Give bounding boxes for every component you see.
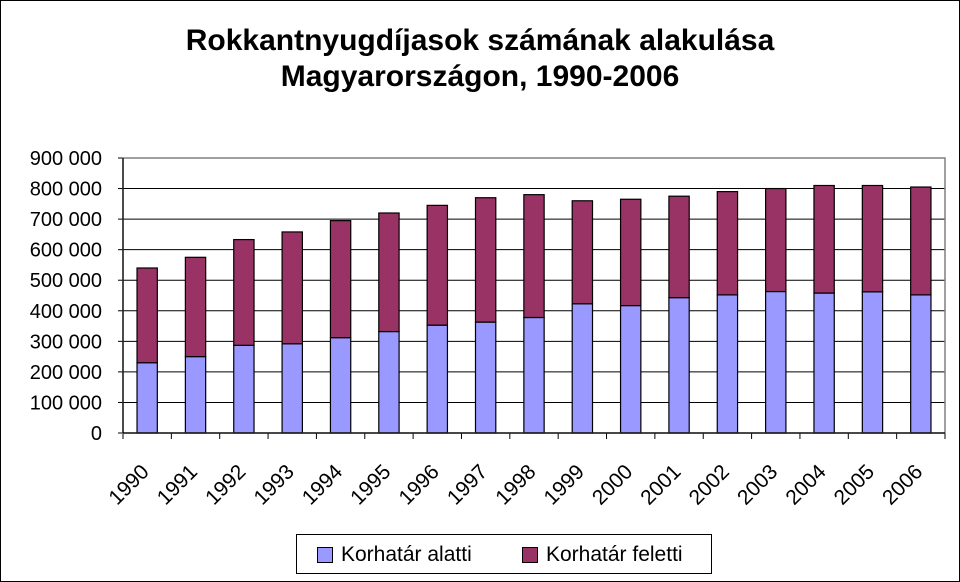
bar-below-age-1995 <box>378 330 400 434</box>
bar-above-age-1995 <box>378 212 400 333</box>
bar-above-age-1998 <box>523 194 545 319</box>
y-tick-label: 900 000 <box>30 148 102 170</box>
x-tick-label: 2004 <box>781 460 831 510</box>
bar-above-age-1999 <box>571 200 594 305</box>
x-tick-label: 2000 <box>588 460 637 509</box>
legend-label-below-age: Korhatár alatti <box>341 543 472 566</box>
legend-item-above-age: Korhatár feletti <box>522 543 683 566</box>
bar-above-age-1990 <box>136 267 158 364</box>
bar-below-age-1991 <box>184 356 207 434</box>
bar-above-age-2004 <box>813 184 835 294</box>
bar-below-age-1996 <box>426 324 449 434</box>
x-tick-label: 2001 <box>636 460 685 509</box>
bar-below-age-2000 <box>619 304 642 434</box>
x-tick-label: 1994 <box>298 460 348 510</box>
x-tick-label: 1995 <box>346 460 395 509</box>
bar-above-age-1991 <box>184 256 207 358</box>
x-tick-label: 2006 <box>878 460 927 509</box>
bar-below-age-2004 <box>813 292 835 434</box>
x-tick-label: 1997 <box>443 460 492 509</box>
bar-above-age-2002 <box>716 191 739 296</box>
bar-below-age-1999 <box>571 303 594 434</box>
bar-below-age-2001 <box>668 297 690 434</box>
y-tick-label: 300 000 <box>30 331 102 353</box>
x-tick-label: 1990 <box>104 460 153 509</box>
x-tick-label: 2005 <box>830 460 879 509</box>
bar-below-age-2003 <box>765 290 787 434</box>
bar-below-age-1994 <box>329 337 352 434</box>
bar-below-age-1998 <box>523 316 545 434</box>
y-tick-label: 0 <box>91 423 102 445</box>
y-tick-label: 500 000 <box>30 270 102 292</box>
chart-title-line-2: Magyarországon, 1990-2006 <box>280 60 680 93</box>
bar-below-age-2005 <box>861 291 884 434</box>
legend-label-above-age: Korhatár feletti <box>546 543 683 566</box>
y-tick-label: 600 000 <box>30 240 102 262</box>
bar-above-age-1994 <box>329 220 352 339</box>
x-tick-label: 1999 <box>540 460 589 509</box>
y-tick-label: 200 000 <box>30 362 102 384</box>
x-tick-label: 1996 <box>395 460 444 509</box>
bar-above-age-2003 <box>765 187 787 293</box>
x-tick-label: 1992 <box>201 460 250 509</box>
bar-above-age-2006 <box>910 186 932 296</box>
legend-swatch-below-age <box>317 547 333 563</box>
bar-below-age-2002 <box>716 294 739 434</box>
legend-item-below-age: Korhatár alatti <box>317 543 472 566</box>
bar-below-age-1992 <box>233 344 255 434</box>
y-tick-label: 400 000 <box>30 301 102 323</box>
bar-below-age-1993 <box>281 343 303 434</box>
bar-above-age-2000 <box>619 198 642 307</box>
bar-below-age-1990 <box>136 362 158 434</box>
bar-above-age-1992 <box>233 238 255 346</box>
y-tick-label: 100 000 <box>30 392 102 414</box>
x-tick-label: 2002 <box>685 460 734 509</box>
x-tick-label: 1993 <box>249 460 298 509</box>
bar-above-age-1993 <box>281 231 303 345</box>
y-tick-label: 800 000 <box>30 179 102 201</box>
bar-above-age-1996 <box>426 204 449 326</box>
bar-below-age-2006 <box>910 294 932 434</box>
bar-below-age-1997 <box>474 321 497 434</box>
x-tick-label: 2003 <box>733 460 782 509</box>
legend-swatch-above-age <box>522 547 538 563</box>
x-tick-label: 1991 <box>153 460 202 509</box>
chart-title-line-1: Rokkantnyugdíjasok számának alakulása <box>185 24 775 57</box>
y-tick-label: 700 000 <box>30 209 102 231</box>
bar-above-age-1997 <box>474 197 497 323</box>
x-tick-label: 1998 <box>491 460 540 509</box>
chart-title: Rokkantnyugdíjasok számának alakulása Ma… <box>1 23 959 95</box>
bar-above-age-2001 <box>668 195 690 299</box>
plot-area: 0 100 000 200 000 300 000 400 000 500 000 600 … <box>30 148 946 510</box>
bar-above-age-2005 <box>861 184 884 293</box>
legend: Korhatár alatti Korhatár feletti <box>296 534 712 574</box>
